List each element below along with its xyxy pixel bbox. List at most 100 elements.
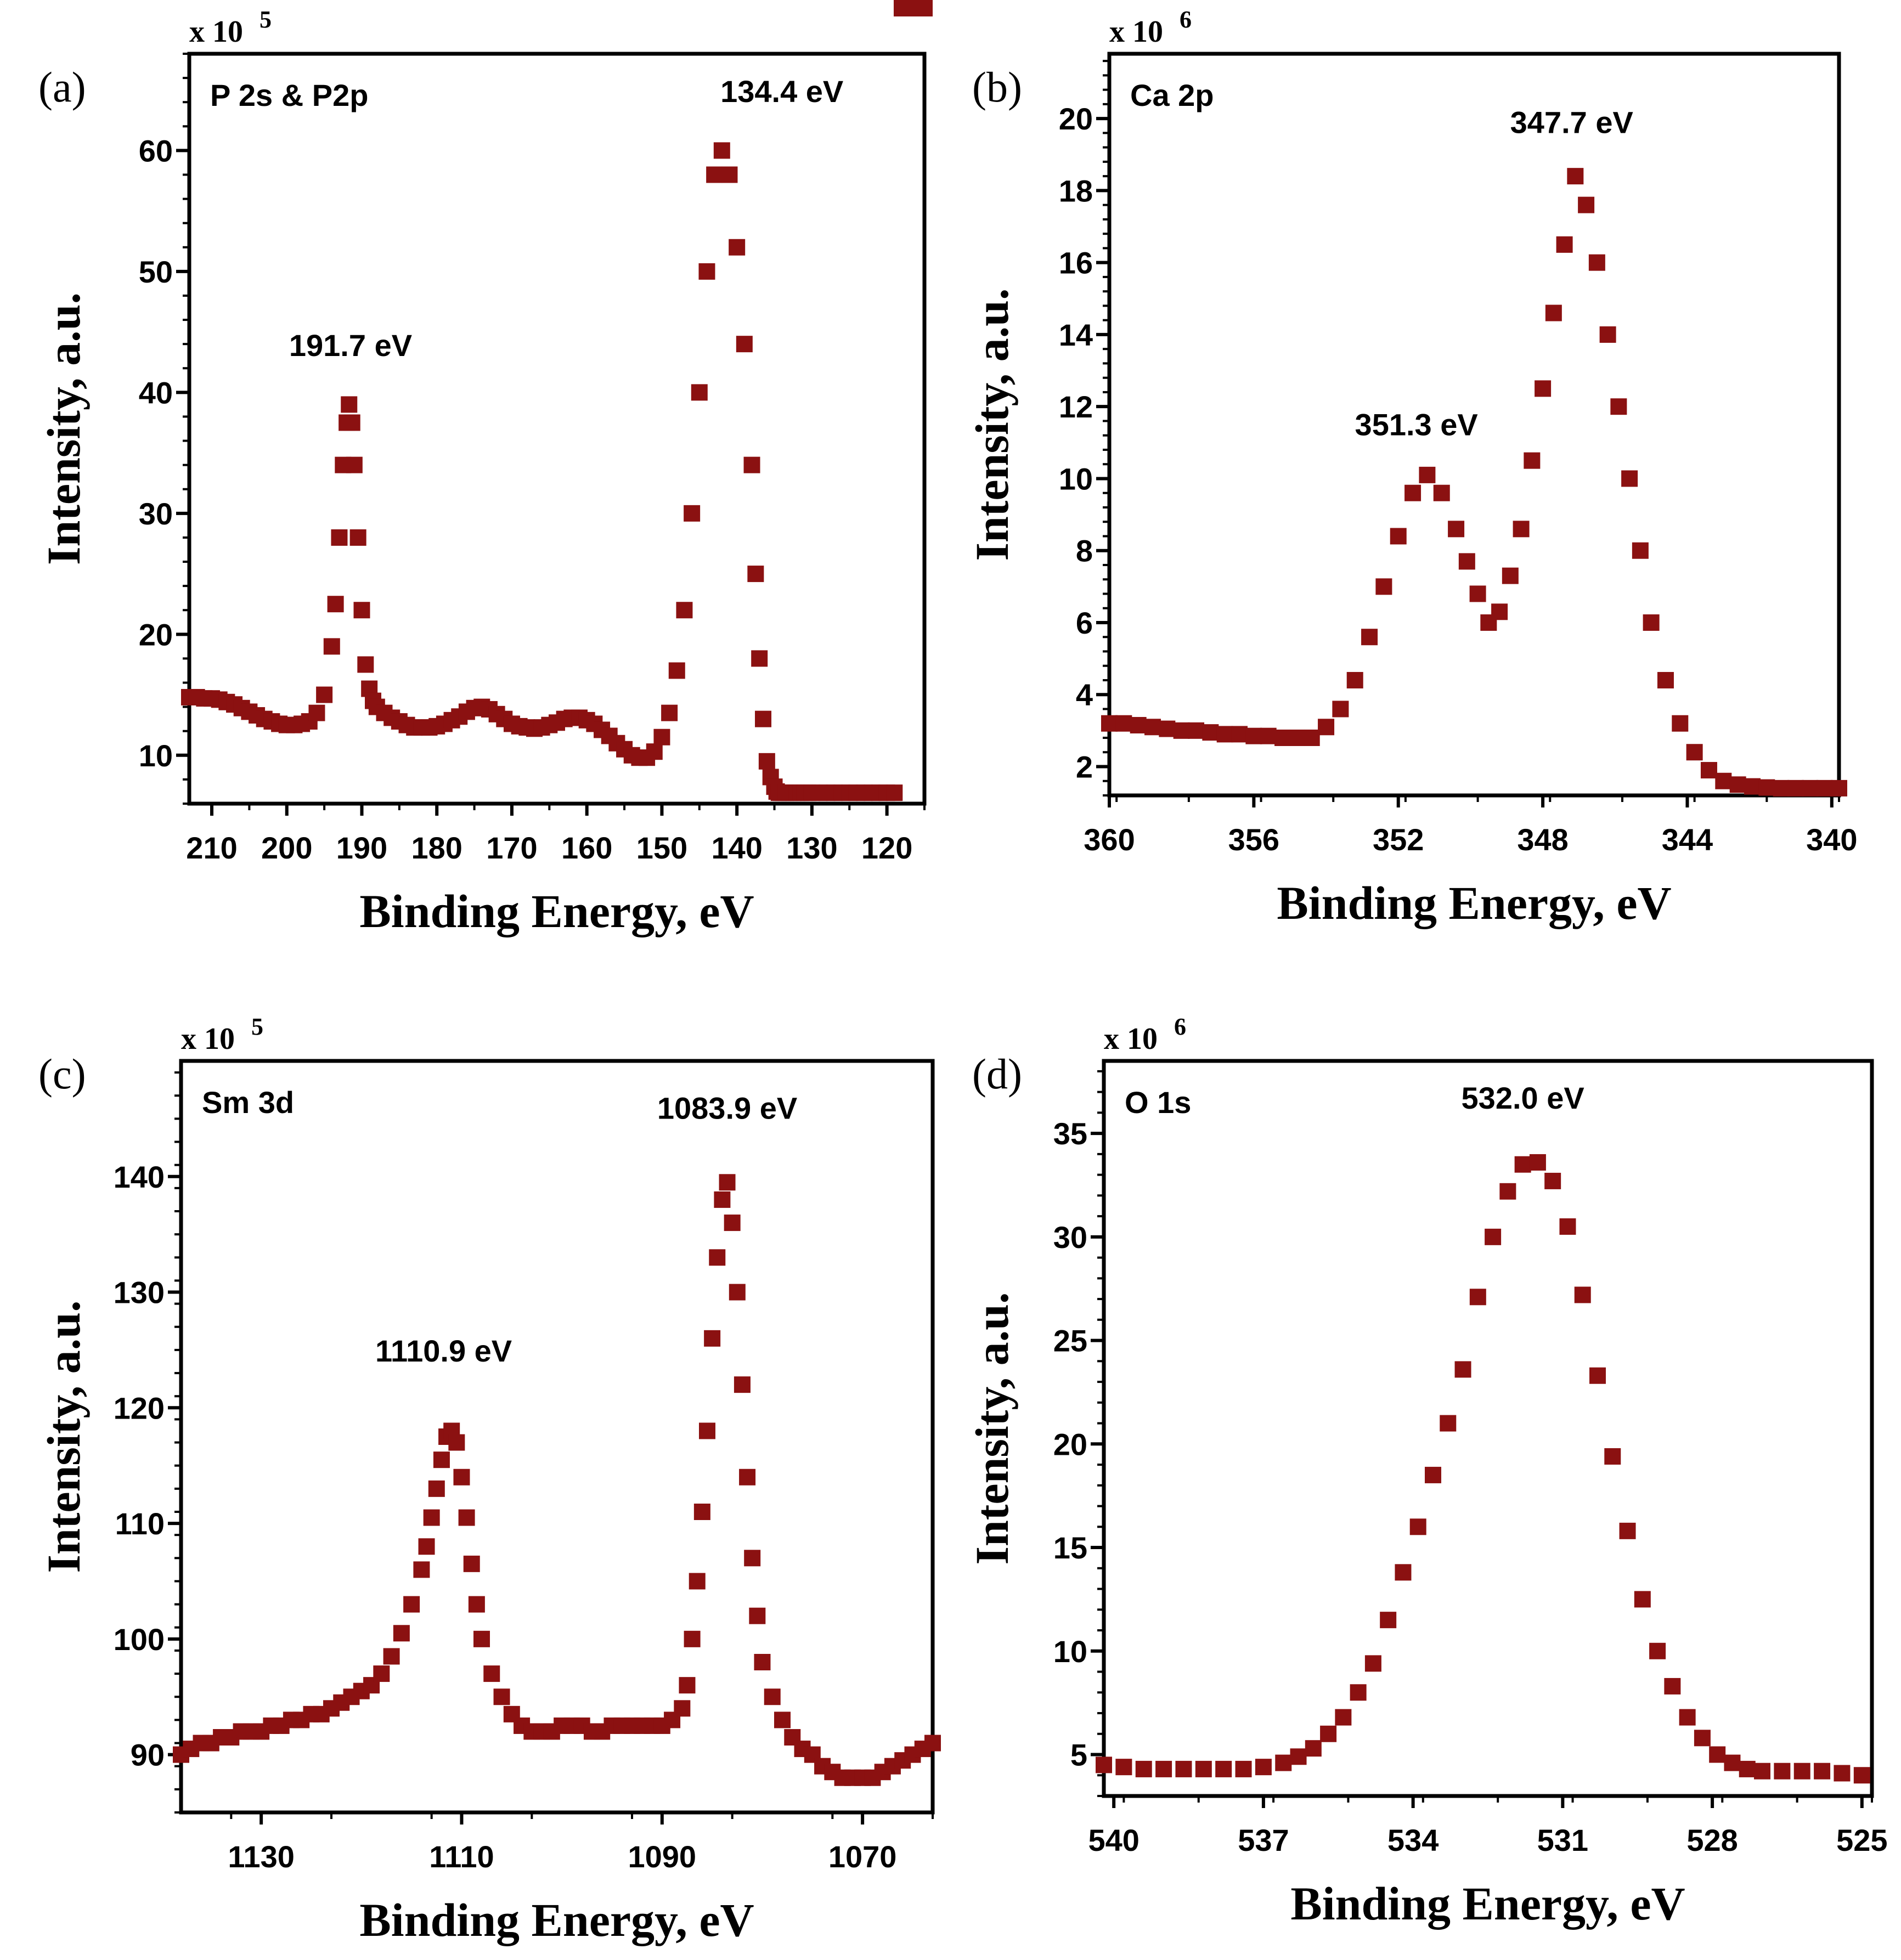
data-point [1188, 722, 1205, 739]
y-tick-label: 14 [1059, 318, 1093, 352]
peak-annotation: 532.0 eV [1462, 1081, 1584, 1115]
data-series [181, 0, 933, 801]
data-point [1390, 528, 1407, 545]
data-point [403, 1596, 420, 1613]
data-point [1754, 1763, 1770, 1780]
data-point [1589, 1367, 1606, 1384]
y-tick-label: 2 [1076, 749, 1093, 784]
data-point [346, 456, 363, 473]
data-point [1816, 780, 1833, 797]
data-point [1458, 553, 1475, 570]
data-point [1834, 1765, 1851, 1782]
data-point [704, 1330, 721, 1347]
x-tick-label: 344 [1662, 822, 1713, 857]
data-point [1320, 1725, 1337, 1742]
data-point [719, 1174, 736, 1191]
y-tick-label: 16 [1059, 246, 1093, 280]
data-point [1619, 1522, 1636, 1539]
data-point [1215, 1760, 1232, 1777]
data-point [418, 1538, 435, 1555]
data-point [1724, 1754, 1741, 1771]
data-point [1409, 1518, 1426, 1535]
data-point [1744, 778, 1761, 795]
data-point [1499, 1183, 1516, 1200]
y-tick-label: 120 [114, 1391, 165, 1425]
data-point [1332, 701, 1349, 718]
data-point [689, 1573, 706, 1590]
chart-c: (c) x 10 5 1130 1110 1090 1070 90 100 110 120 130 14… [37, 1013, 941, 1946]
data-point [751, 650, 768, 667]
x-tick-label: 537 [1238, 1823, 1289, 1857]
data-point [1524, 452, 1541, 469]
data-point [1634, 1591, 1651, 1608]
y-multiplier: x 10 [181, 1022, 235, 1056]
y-tick-label: 130 [114, 1275, 165, 1310]
data-point [1448, 521, 1465, 538]
panel-label: (d) [972, 1050, 1022, 1098]
panel-label: (c) [38, 1050, 86, 1098]
data-point [1831, 780, 1847, 797]
data-point [1649, 1642, 1666, 1659]
x-tick-label: 531 [1537, 1823, 1588, 1857]
y-tick-label: 10 [1053, 1634, 1087, 1669]
y-tick-label: 10 [139, 738, 173, 773]
data-point [1231, 726, 1248, 743]
data-point [1643, 614, 1660, 631]
y-tick-label: 90 [131, 1738, 165, 1772]
x-tick-label: 1090 [628, 1839, 697, 1874]
data-point [383, 1648, 400, 1665]
data-point [1739, 1760, 1756, 1777]
peak-annotation: 134.4 eV [720, 74, 843, 109]
data-point [729, 1284, 746, 1301]
y-axis-title: Intensity, a.u. [37, 1300, 90, 1573]
data-point [1404, 484, 1421, 501]
data-point [433, 1451, 450, 1468]
data-point [1773, 780, 1790, 797]
data-point [1485, 1228, 1502, 1245]
data-point [747, 566, 764, 583]
data-point [1364, 1655, 1381, 1672]
data-point [1729, 776, 1746, 793]
data-point [1195, 1760, 1212, 1777]
x-axis-title: Binding Energy, eV [359, 885, 754, 937]
data-point [1235, 1760, 1252, 1777]
data-point [1502, 567, 1519, 584]
data-point [393, 1625, 410, 1642]
data-point [924, 1735, 941, 1752]
panel-a: (a) x 10 5 210 200 190 180 170 160 150 140 130 120 10… [0, 0, 950, 979]
data-point [1275, 1754, 1292, 1771]
data-point [1469, 1289, 1486, 1306]
y-tick-label: 10 [1059, 461, 1093, 496]
data-point [764, 1688, 781, 1705]
data-point [1574, 1286, 1591, 1303]
data-point [1567, 168, 1584, 185]
y-multiplier-exponent: 6 [1174, 1013, 1186, 1040]
y-tick-label: 100 [114, 1622, 165, 1657]
data-series [1101, 168, 1847, 797]
data-point [1679, 1709, 1696, 1726]
data-point [1115, 715, 1132, 732]
data-point [1419, 466, 1436, 483]
data-point [448, 1434, 465, 1451]
data-point [916, 0, 933, 16]
data-point [493, 1688, 510, 1705]
data-point [743, 456, 760, 473]
data-point [713, 142, 730, 159]
data-point [1346, 671, 1363, 688]
panel-label: (b) [972, 63, 1022, 111]
panel-label: (a) [38, 63, 86, 111]
data-point [1793, 1763, 1810, 1780]
y-tick-label: 50 [139, 255, 173, 289]
data-point [1173, 722, 1190, 739]
y-tick-label: 60 [139, 133, 173, 168]
x-tick-label: 150 [636, 831, 687, 865]
data-point [327, 596, 344, 613]
data-point [684, 505, 701, 522]
data-point [754, 1654, 771, 1670]
data-point [1700, 762, 1717, 779]
data-point [676, 602, 693, 619]
data-point [483, 1665, 500, 1682]
data-point [349, 529, 366, 546]
y-axis-title: Intensity, a.u. [966, 1292, 1018, 1564]
peak-annotation: 191.7 eV [289, 328, 412, 363]
